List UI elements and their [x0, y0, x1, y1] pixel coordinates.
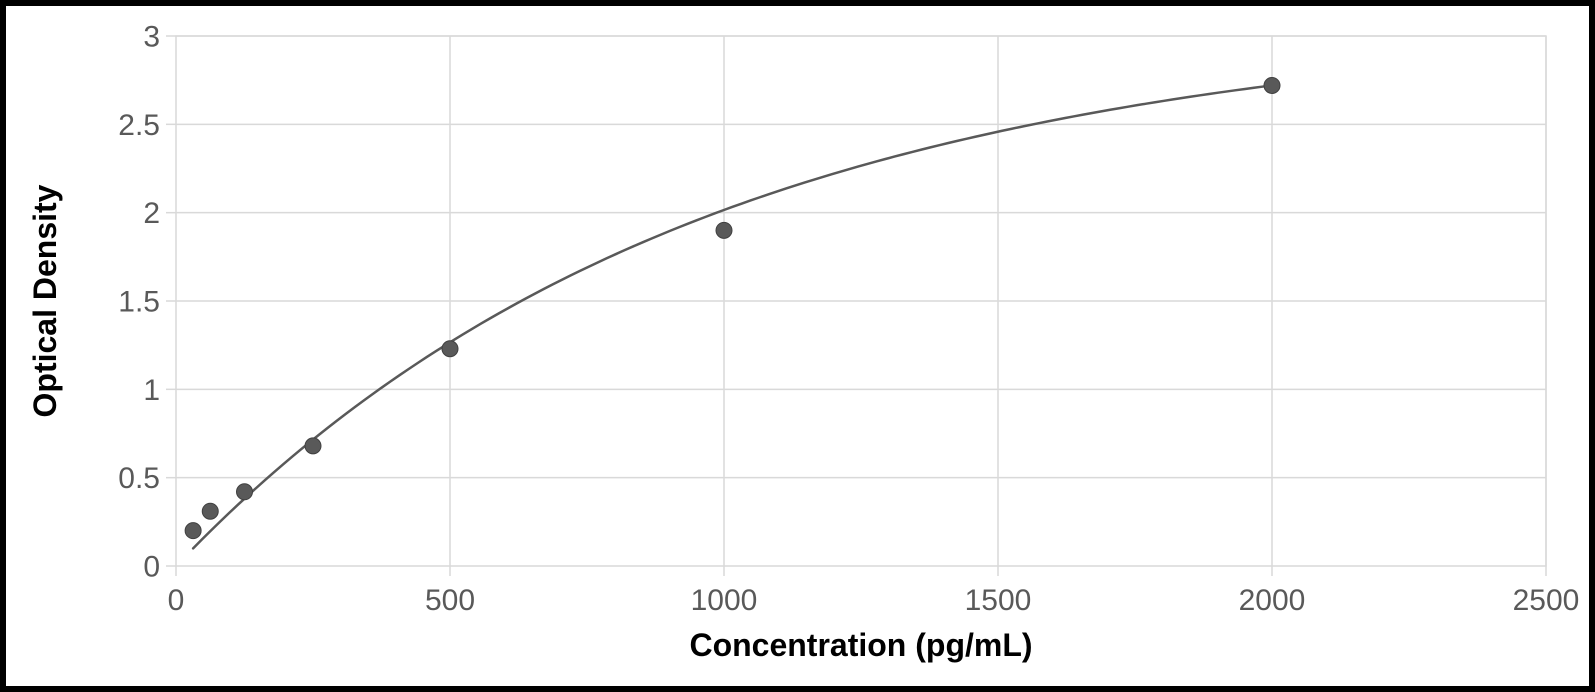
- data-point: [185, 523, 201, 539]
- x-tick-label: 2500: [1513, 584, 1580, 617]
- chart-container: 0 500 1000 1500 2000 2500 0 0.5 1 1.5 2 2.5 3 Concent…: [6, 6, 1589, 686]
- chart-svg: 0 500 1000 1500 2000 2500 0 0.5 1 1.5 2 2.5 3 Concent…: [6, 6, 1589, 686]
- x-tick-label: 0: [168, 584, 185, 617]
- x-tick-label: 2000: [1239, 584, 1306, 617]
- data-point: [716, 222, 732, 238]
- data-point: [1264, 77, 1280, 93]
- y-tick-label: 1.5: [118, 286, 160, 319]
- data-point: [202, 503, 218, 519]
- y-tick-label: 2: [143, 197, 160, 230]
- data-point: [237, 484, 253, 500]
- y-axis-title: Optical Density: [27, 184, 63, 417]
- y-tick-label: 0: [143, 551, 160, 584]
- x-axis-title: Concentration (pg/mL): [689, 627, 1032, 663]
- chart-frame: 0 500 1000 1500 2000 2500 0 0.5 1 1.5 2 2.5 3 Concent…: [0, 0, 1595, 692]
- y-tick-label: 3: [143, 21, 160, 54]
- x-tick-label: 1000: [691, 584, 758, 617]
- y-tick-label: 0.5: [118, 462, 160, 495]
- y-tick-label: 1: [143, 374, 160, 407]
- x-tick-label: 500: [425, 584, 475, 617]
- x-tick-label: 1500: [965, 584, 1032, 617]
- data-point: [305, 438, 321, 454]
- data-point: [442, 341, 458, 357]
- y-tick-label: 2.5: [118, 109, 160, 142]
